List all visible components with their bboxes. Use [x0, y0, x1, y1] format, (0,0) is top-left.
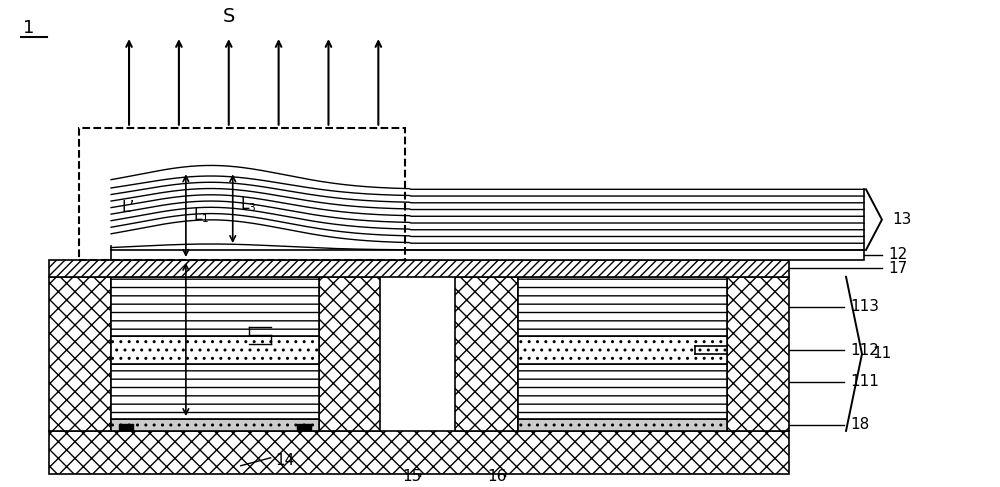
Text: L’: L’: [121, 200, 134, 215]
Bar: [111, 250, 864, 260]
Bar: [455, 277, 518, 431]
Bar: [111, 277, 319, 337]
Bar: [49, 277, 111, 431]
Text: 113: 113: [850, 299, 879, 314]
Bar: [518, 337, 727, 364]
Text: L$_1$: L$_1$: [193, 206, 209, 225]
Text: 112: 112: [850, 343, 879, 358]
Text: 11: 11: [872, 346, 891, 361]
Bar: [518, 364, 727, 419]
Text: 17: 17: [888, 261, 907, 276]
Text: 14: 14: [276, 453, 295, 468]
Text: L$_3$: L$_3$: [240, 195, 256, 214]
Text: 1: 1: [23, 19, 35, 37]
Bar: [727, 277, 789, 431]
Text: S: S: [223, 7, 235, 26]
Text: 16: 16: [487, 468, 507, 484]
Bar: [49, 260, 789, 277]
Text: 111: 111: [850, 374, 879, 389]
Bar: [49, 431, 789, 474]
Text: 15: 15: [403, 468, 422, 484]
Text: 18: 18: [850, 417, 869, 432]
Text: 13: 13: [892, 212, 911, 227]
Bar: [111, 419, 319, 431]
Bar: [79, 128, 405, 260]
Bar: [518, 419, 727, 431]
Bar: [518, 277, 727, 337]
Bar: [319, 277, 380, 431]
Text: 12: 12: [888, 247, 907, 262]
Bar: [111, 364, 319, 419]
Bar: [111, 337, 319, 364]
